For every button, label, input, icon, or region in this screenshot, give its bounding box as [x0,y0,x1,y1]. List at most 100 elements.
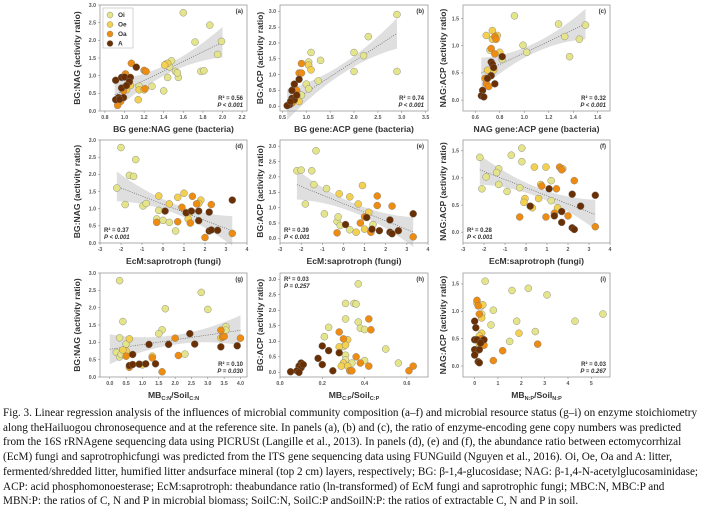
data-point-oi [489,306,498,314]
x-tick-label: -1 [320,247,325,253]
data-point-oi [310,180,318,189]
x-axis-label: NAG gene:ACP gene (bacteria) [474,124,600,134]
x-axis-label: BG gene:ACP gene (bacteria) [294,124,414,134]
p-value-label: P < 0.001 [398,103,424,109]
data-point-oi [171,227,180,235]
y-tick-label: 1.0 [269,72,276,78]
data-point-oi [129,172,138,181]
y-axis-label: NAG:ACP (activity ratio) [438,9,448,108]
data-point-oe [534,194,543,203]
x-tick-label: 1 [363,247,366,253]
data-point-oa [173,218,182,226]
data-point-a [324,346,333,355]
x-tick-label: 2 [520,381,523,387]
data-point-oi [334,213,342,221]
x-tick-label: 1.0 [303,115,310,121]
x-axis-label-subscript: N:P [525,396,535,402]
data-point-a [151,360,160,368]
data-point-oi [307,48,315,57]
y-tick-label: 0.0 [89,109,96,115]
y-tick-label: 1.5 [89,56,96,62]
data-point-a [483,74,492,83]
r-squared-label: R² = 0.39 [284,227,310,234]
data-point-oa [127,59,136,67]
data-point-oa [228,229,237,238]
y-tick-label: 0.5 [269,355,276,361]
x-axis-label-text: MB [329,390,342,400]
data-point-oi [519,41,527,49]
data-point-oi [599,310,607,318]
data-point-a [194,216,203,225]
data-point-oe [530,163,539,171]
data-point-oi [155,329,163,338]
data-point-oi [524,284,533,293]
data-point-oi [481,277,489,285]
r-squared-label: R² = 0.28 [467,227,493,234]
confidence-band [116,171,233,246]
data-point-oi [115,334,124,342]
y-tick-label: 2.0 [269,41,276,47]
data-point-a [295,368,303,377]
data-point-oi [354,318,362,326]
data-point-oa [475,310,484,318]
panel-e: -3 -2 -1 0 1 2 3 4 0.0 0.5 1.0 1.5 2.0 2.5 3.0 EcM:sapr… [255,139,430,266]
data-point-a [290,80,299,88]
data-point-oa [335,328,343,336]
legend: Oi Oe Oa A [102,7,134,49]
data-point-oe [173,193,182,202]
data-point-oi [476,153,484,162]
x-tick-label: 0 [525,247,528,253]
y-tick-label: 1.5 [269,190,276,196]
x-tick-label: 0.6 [403,381,410,387]
data-point-oa [297,59,306,68]
data-point-oe [346,193,354,201]
data-point-a [145,340,153,349]
data-point-oi [304,85,313,93]
y-axis-label: BG:ACP (activity ratio) [255,12,265,105]
x-tick-label: 2.0 [172,381,179,387]
figure-caption: Fig. 3. Linear regression analysis of th… [3,407,699,508]
x-tick-label: 5 [590,381,593,387]
data-point-oa [373,192,381,200]
data-point-oi [523,48,531,56]
data-point-oa [365,362,373,370]
data-point-a [233,342,241,350]
data-point-oi [571,317,579,325]
x-tick-label: 4 [427,247,430,253]
y-tick-label: 0.0 [452,364,459,370]
data-point-oi [320,210,329,218]
y-tick-label: 2.0 [269,308,276,314]
y-tick-label: 1.5 [89,189,96,195]
data-point-oi [581,21,590,29]
data-point-a [318,342,326,350]
data-point-a [558,207,566,216]
x-tick-label: 3.0 [398,115,405,121]
x-tick-label: 0.0 [106,381,113,387]
y-axis-label: BG:NAG (activity ratio) [72,278,82,372]
legend-label: Oa [118,31,127,38]
x-tick-label: 3.0 [204,381,211,387]
data-point-oe [360,225,369,233]
y-tick-label: 2.0 [269,175,276,181]
y-tick-label: 1.5 [452,149,459,155]
data-point-oa [542,213,550,221]
data-point-oe [180,189,188,197]
data-point-oi [543,291,551,299]
data-point-a [591,191,599,199]
data-point-oi [213,50,222,59]
r-squared-label: R² = 0.37 [104,227,130,234]
legend-marker-oe [106,21,114,28]
x-tick-label: -3 [461,247,466,253]
x-axis-label-text: /Soil [352,390,370,400]
p-value-label: P = 0.267 [580,369,606,375]
figure-panels: 0.8 1.0 1.2 1.4 1.6 1.8 2.0 2.20.00.51.01.52.02… [72,3,612,402]
y-tick-label: 2.0 [89,172,96,178]
p-value-label: P < 0.001 [284,235,310,241]
data-point-oa [356,359,365,367]
data-point-a [470,317,479,325]
r-squared-label: R² = 0.10 [218,361,244,368]
data-point-a [286,97,295,106]
data-point-a [286,368,295,376]
y-tick-label: 3.0 [269,9,276,15]
data-point-oi [508,286,516,295]
